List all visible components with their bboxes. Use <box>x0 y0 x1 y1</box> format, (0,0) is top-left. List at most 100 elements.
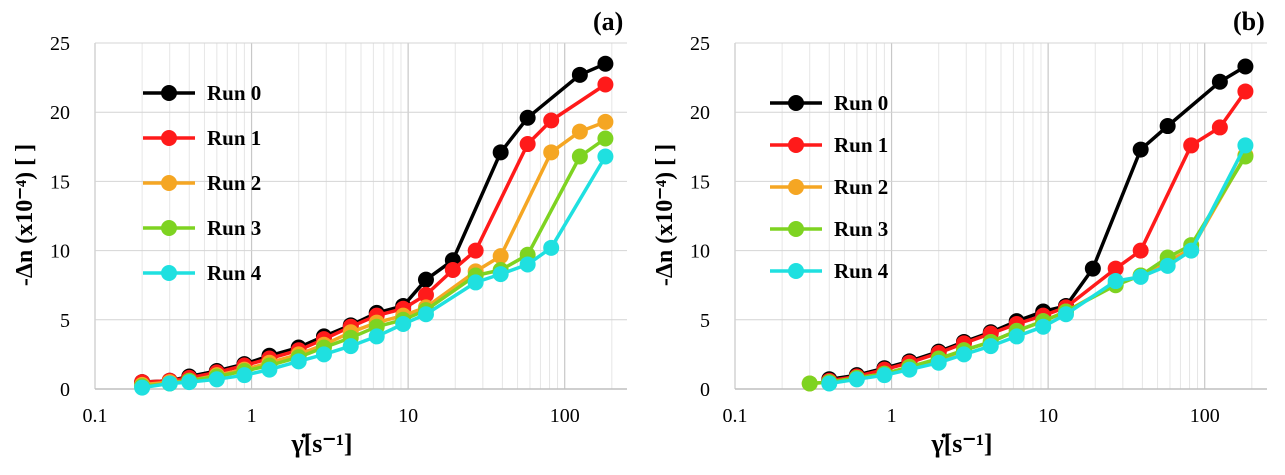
panel-b-x-tick-label: 100 <box>1190 405 1220 427</box>
panel-a-data-point <box>315 346 332 363</box>
panel-b-x-tick-label: 1 <box>887 405 897 427</box>
panel-a-y-tick-label: 20 <box>50 102 70 124</box>
panel-b-data-point <box>801 375 818 392</box>
panel-a-data-point <box>261 361 278 378</box>
panel-a-legend-marker <box>161 175 177 191</box>
panel-a-data-point <box>290 353 307 370</box>
panel-b-label: (b) <box>1233 7 1265 36</box>
panel-b-data-point <box>1183 137 1200 154</box>
panel-b-x-tick-label: 0.1 <box>723 405 748 427</box>
panel-a-data-point <box>543 144 560 161</box>
panel-a-legend-label: Run 3 <box>207 216 261 240</box>
panel-a-x-tick-label: 1 <box>247 405 257 427</box>
panel-a-data-point <box>492 144 509 161</box>
panel-a-data-point <box>342 338 359 355</box>
panel-a-data-point <box>467 242 484 259</box>
panel-a-data-point <box>519 136 536 153</box>
panel-a-data-point <box>597 113 614 130</box>
panel-a: 0.1 1 10 100 0 5 10 15 20 25 Run 0 Run 1 Run 2 Run 3… <box>12 7 627 458</box>
panel-b-data-point <box>901 361 918 378</box>
panel-b-data-point <box>1159 257 1176 274</box>
panel-b-data-point <box>955 346 972 363</box>
panel-a-data-point <box>597 130 614 147</box>
panel-a-data-point <box>571 148 588 165</box>
panel-a-data-point <box>597 148 614 165</box>
panel-a-legend-label: Run 0 <box>207 81 261 105</box>
panel-a-data-point <box>236 367 253 384</box>
panel-b-data-point <box>1237 58 1254 75</box>
panel-a-x-tick-label: 100 <box>550 405 580 427</box>
panel-b-y-tick-label: 10 <box>690 241 710 263</box>
panel-b-legend-label: Run 2 <box>834 175 888 199</box>
panel-a-data-point <box>208 371 225 388</box>
panel-b-data-point <box>982 338 999 355</box>
panel-b-y-tick-label: 0 <box>700 379 710 401</box>
panel-b-data-point <box>1008 328 1025 345</box>
panel-b-data-point <box>1159 118 1176 135</box>
panel-a-legend-label: Run 4 <box>207 261 262 285</box>
panel-a-data-point <box>543 112 560 129</box>
panel-a-data-point <box>444 261 461 278</box>
panel-b-legend-label: Run 4 <box>834 259 889 283</box>
panel-b-x-tick-label: 10 <box>1038 405 1058 427</box>
panel-a-legend: Run 0 Run 1 Run 2 Run 3 Run 4 <box>143 81 262 285</box>
panel-a-data-point <box>161 375 178 392</box>
panel-a-data-point <box>417 286 434 303</box>
panel-a-y-tick-label: 5 <box>60 310 70 332</box>
panel-b-legend-marker <box>788 137 804 153</box>
panel-a-x-tick-label: 10 <box>398 405 418 427</box>
panel-b-y-tick-label: 25 <box>690 33 710 55</box>
panel-a-axes: 0.1 1 10 100 0 5 10 15 20 25 <box>50 33 627 427</box>
panel-b-data-point <box>1107 260 1124 277</box>
panel-b: 0.1 1 10 100 0 5 10 15 20 25 Run 0 Run 1 Run 2 Run 3… <box>652 7 1267 458</box>
panel-b-legend-marker <box>788 95 804 111</box>
panel-b-legend: Run 0 Run 1 Run 2 Run 3 Run 4 <box>770 91 889 283</box>
panel-b-data-point <box>1237 83 1254 100</box>
panel-b-data-point <box>1035 318 1052 335</box>
panel-a-legend-label: Run 2 <box>207 171 261 195</box>
panel-b-legend-label: Run 3 <box>834 217 888 241</box>
panel-a-data-point <box>417 271 434 288</box>
panel-a-data-point <box>519 109 536 126</box>
panel-b-axes: 0.1 1 10 100 0 5 10 15 20 25 <box>690 33 1267 427</box>
panel-b-data-point <box>1237 137 1254 154</box>
panel-b-legend-marker <box>788 179 804 195</box>
panel-b-legend-label: Run 0 <box>834 91 888 115</box>
panel-b-x-axis-label: γ̇[s⁻¹] <box>930 429 992 458</box>
panel-a-data-point <box>368 328 385 345</box>
panel-b-data-point <box>1211 73 1228 90</box>
panel-b-data-point <box>1084 260 1101 277</box>
panel-a-legend-marker <box>161 130 177 146</box>
panel-a-series <box>134 55 614 396</box>
panel-a-data-point <box>134 379 151 396</box>
panel-a-data-point <box>571 66 588 83</box>
panel-b-data-point <box>1057 306 1074 323</box>
panel-b-data-point <box>876 367 893 384</box>
panel-b-data-point <box>848 371 865 388</box>
panel-a-data-point <box>417 306 434 323</box>
panel-a-y-axis-label: -Δn (x10⁻⁴) [ ] <box>12 144 38 286</box>
panel-a-data-point <box>492 266 509 283</box>
panel-a-x-axis-label: γ̇[s⁻¹] <box>290 429 352 458</box>
panel-a-data-point <box>597 76 614 93</box>
panel-a-data-point <box>467 274 484 291</box>
panel-a-y-tick-label: 10 <box>50 241 70 263</box>
panel-b-data-point <box>1183 242 1200 259</box>
panel-b-y-tick-label: 20 <box>690 102 710 124</box>
panel-a-data-point <box>181 374 198 391</box>
panel-a-legend-marker <box>161 85 177 101</box>
panel-b-legend-marker <box>788 263 804 279</box>
panel-b-data-point <box>1132 242 1149 259</box>
panel-a-legend-marker <box>161 220 177 236</box>
panel-b-data-point <box>1107 273 1124 290</box>
panel-a-data-point <box>543 239 560 256</box>
panel-a-data-point <box>597 55 614 72</box>
panel-a-y-tick-label: 0 <box>60 379 70 401</box>
panel-a-data-point <box>395 315 412 332</box>
panel-b-legend-marker <box>788 221 804 237</box>
panel-b-data-point <box>821 375 838 392</box>
panel-a-y-tick-label: 25 <box>50 33 70 55</box>
panel-b-series <box>801 58 1254 392</box>
panel-a-label: (a) <box>593 7 623 36</box>
